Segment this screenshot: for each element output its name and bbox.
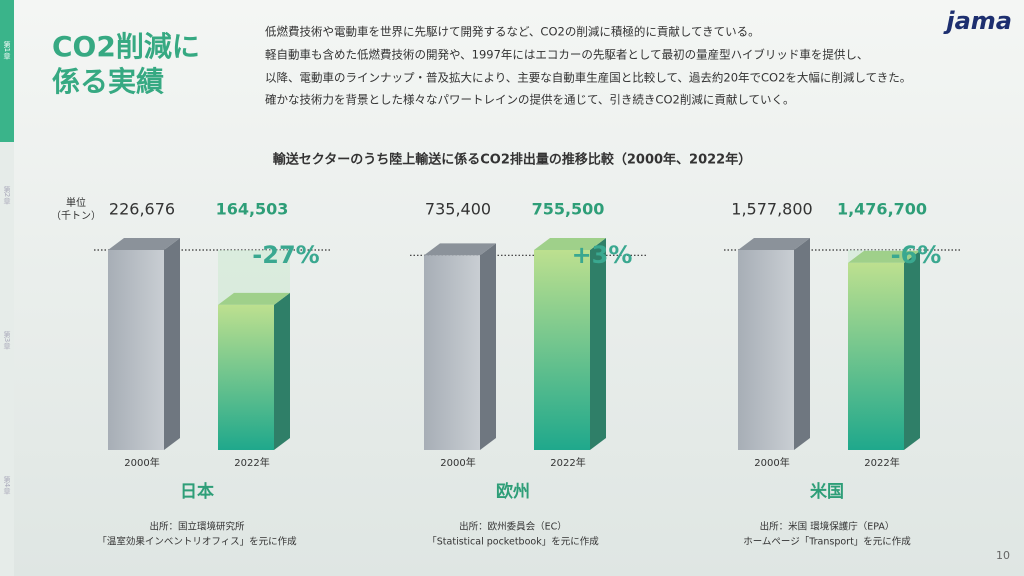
page-number: 10	[996, 549, 1010, 562]
bar-side	[794, 238, 810, 450]
source: 出所：欧州委員会（EC）	[459, 521, 567, 533]
source: 出所：米国 環境保護庁（EPA）	[760, 521, 895, 533]
annotation: -27%	[252, 241, 319, 269]
sidebar	[0, 0, 14, 576]
bar	[738, 250, 794, 450]
unit: （千トン）	[51, 210, 101, 222]
value-label: 226,676	[109, 200, 175, 219]
title: 係る実績	[52, 65, 164, 98]
chart-title: 日本	[180, 481, 214, 502]
source: 出所：国立環境研究所	[149, 521, 245, 533]
logo: jama	[942, 7, 1012, 35]
sidebar-active	[0, 0, 14, 142]
bar-side	[274, 292, 290, 450]
source: 「Statistical pocketbook」を元に作成	[427, 536, 599, 548]
chapter: 第2章	[3, 185, 11, 204]
value-label: 164,503	[216, 200, 289, 219]
bar-top	[738, 238, 810, 250]
chart-title: 米国	[810, 481, 844, 502]
value-label: 1,577,800	[731, 200, 812, 219]
bar-top	[218, 292, 290, 305]
bar-side	[480, 243, 496, 450]
x-tick-label: 2022年	[234, 456, 269, 469]
value-label: 1,476,700	[837, 200, 927, 219]
bar-side	[590, 238, 606, 450]
source: ホームページ「Transport」を元に作成	[743, 536, 911, 548]
intro: 軽自動車も含めた低燃費技術の開発や、1997年にはエコカーの先駆者として最初の量…	[265, 48, 868, 62]
chart-title: 欧州	[496, 481, 530, 502]
unit: 単位	[66, 196, 86, 209]
bar-side	[904, 250, 920, 450]
x-tick-label: 2000年	[754, 456, 789, 469]
bar	[218, 304, 274, 450]
bar	[424, 255, 480, 450]
bar-top	[424, 243, 496, 256]
bar-top	[848, 250, 920, 263]
chapter: 第3章	[3, 330, 11, 349]
intro: 低燃費技術や電動車を世界に先駆けて開発するなど、CO2の削減に積極的に貢献してき…	[265, 25, 760, 39]
heading: 輸送セクターのうち陸上輸送に係るCO2排出量の推移比較（2000年、2022年）	[273, 152, 751, 168]
chapter: 第1章	[3, 40, 11, 59]
x-tick-label: 2000年	[124, 456, 159, 469]
x-tick-label: 2022年	[550, 456, 585, 469]
x-tick-label: 2022年	[864, 456, 899, 469]
chapter: 第4章	[3, 475, 11, 494]
source: 「温室効果インベントリオフィス」を元に作成	[97, 536, 297, 548]
intro: 確かな技術力を背景とした様々なパワートレインの提供を通じて、引き続きCO2削減に…	[265, 93, 794, 107]
bar-side	[164, 238, 180, 450]
value-label: 735,400	[425, 200, 491, 219]
bar	[534, 250, 590, 450]
bar	[848, 262, 904, 450]
value-label: 755,500	[532, 200, 605, 219]
bar-top	[534, 238, 606, 250]
bar	[108, 250, 164, 450]
intro: 以降、電動車のラインナップ・普及拡大により、主要な自動車生産国と比較して、過去約…	[265, 71, 911, 85]
annotation: +3%	[572, 241, 633, 269]
x-tick-label: 2000年	[440, 456, 475, 469]
annotation: -6%	[891, 241, 942, 269]
bar-top	[108, 238, 180, 250]
title: CO2削減に	[52, 30, 200, 63]
